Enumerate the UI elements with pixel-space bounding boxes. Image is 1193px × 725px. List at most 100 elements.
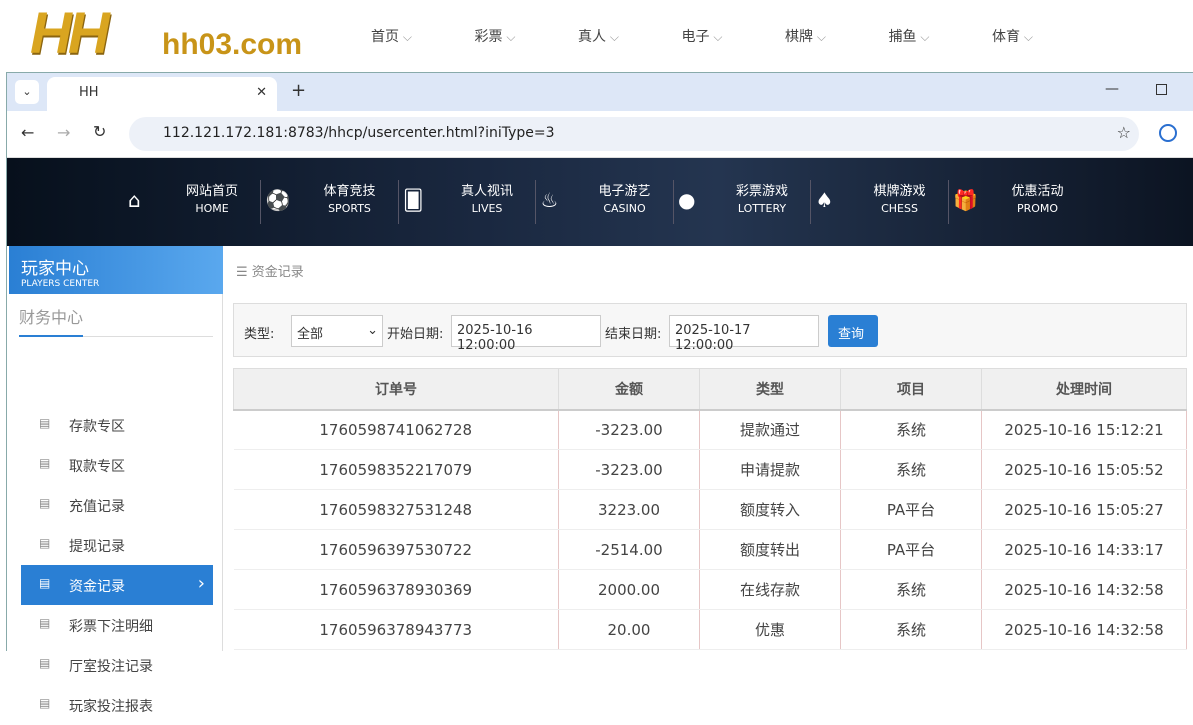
type-value: 全部: [297, 327, 324, 342]
section-title: 财务中心: [19, 308, 84, 337]
type-select[interactable]: 全部 ⌄: [291, 315, 383, 347]
site-nav-label: 电子游艺: [598, 184, 651, 199]
new-tab[interactable]: +: [291, 80, 307, 101]
site-nav-label: 真人视讯: [460, 184, 513, 199]
site-nav-icon: 🎁: [953, 188, 978, 212]
table-cell: 系统: [840, 409, 982, 450]
column-header: 类型: [699, 368, 841, 411]
site-nav-label: 体育竞技: [323, 184, 376, 199]
site-nav-sub: CHESS: [881, 202, 918, 215]
url[interactable]: 112.121.172.181:8783/hhcp/usercenter.htm…: [129, 117, 1139, 151]
table-cell: 提款通过: [699, 409, 841, 450]
table-row: 1760596397530722 -2514.00 额度转出 PA平台 2025-10-…: [233, 529, 1187, 570]
breadcrumb: ☰ 资金记录: [236, 265, 304, 280]
table-row: 1760596378930369 2000.00 在线存款 系统 2025-10-16 …: [233, 569, 1187, 610]
sidebar-item[interactable]: 彩票下注明细: [21, 605, 213, 645]
tab-title: HH: [79, 85, 99, 100]
start-input[interactable]: 2025-10-16 12:00:00: [451, 315, 601, 353]
top-nav-item[interactable]: 电子: [682, 26, 723, 46]
site-nav-item[interactable]: ♠ 棋牌游戏 CHESS: [812, 180, 949, 224]
site-nav-label: 网站首页: [185, 184, 238, 199]
sidebar-item[interactable]: 资金记录: [21, 565, 213, 605]
sidebar-item[interactable]: 存款专区: [21, 405, 213, 445]
site-nav-icon: ♨: [540, 188, 559, 212]
tab-menu[interactable]: ⌄: [15, 80, 39, 104]
bookmark[interactable]: ☆: [1116, 123, 1131, 142]
top-nav-item[interactable]: 体育: [992, 26, 1033, 46]
query-button[interactable]: 查询: [828, 315, 878, 347]
table-cell: 1760596378943773: [233, 609, 559, 650]
maximize[interactable]: [1156, 84, 1167, 95]
table-cell: 系统: [840, 449, 982, 490]
logo[interactable]: HH: [30, 1, 110, 66]
profile[interactable]: [1159, 124, 1177, 142]
table-cell: 1760598352217079: [233, 449, 559, 490]
table-cell: 2025-10-16 14:32:58: [981, 609, 1187, 650]
filter: 类型: 全部 ⌄ 开始日期: 2025-10-16 12:00:00 结束日期: …: [233, 303, 1187, 357]
table-cell: 2025-10-16 15:12:21: [981, 409, 1187, 450]
table-cell: 额度转入: [699, 489, 841, 530]
table-cell: 2025-10-16 15:05:27: [981, 489, 1187, 530]
top-nav-item[interactable]: 首页: [371, 26, 412, 46]
site-nav-sub: LOTTERY: [737, 202, 787, 215]
table-cell: 申请提款: [699, 449, 841, 490]
top-nav-item[interactable]: 真人: [578, 26, 619, 46]
end-label: 结束日期:: [605, 327, 662, 342]
minimize[interactable]: —: [1105, 81, 1119, 97]
table-cell: 系统: [840, 609, 982, 650]
site-nav-icon: 🂠: [403, 188, 424, 212]
table-cell: -2514.00: [558, 529, 700, 570]
site-nav-label: 彩票游戏: [735, 184, 788, 199]
sidebar-item[interactable]: 提现记录: [21, 525, 213, 565]
site-nav-item[interactable]: ⌂ 网站首页 HOME: [124, 180, 261, 224]
column-header: 订单号: [233, 368, 559, 411]
top-nav-item[interactable]: 棋牌: [785, 26, 826, 46]
site-nav-sub: HOME: [195, 202, 229, 215]
table-cell: 1760596378930369: [233, 569, 559, 610]
sidebar-item[interactable]: 充值记录: [21, 485, 213, 525]
page: HH hh03.com 首页 彩票 真人 电子 棋牌 捕鱼 体育 ⌄ HH ✕ + — ← →…: [0, 0, 1193, 651]
site-nav-icon: ●: [678, 188, 696, 212]
forward[interactable]: →: [57, 123, 71, 142]
table-row: 1760598327531248 3223.00 额度转入 PA平台 2025-10-1…: [233, 489, 1187, 530]
breadcrumb-text: 资金记录: [251, 265, 304, 280]
table-cell: 额度转出: [699, 529, 841, 570]
top-nav-item[interactable]: 彩票: [475, 26, 516, 46]
table-cell: 系统: [840, 569, 982, 610]
sidebar-item[interactable]: 取款专区: [21, 445, 213, 485]
site-nav-item[interactable]: ♨ 电子游艺 CASINO: [537, 180, 674, 224]
site-nav-item[interactable]: ● 彩票游戏 LOTTERY: [674, 180, 811, 224]
site-nav-sub: LIVES: [471, 202, 503, 215]
table-body: 1760598741062728 -3223.00 提款通过 系统 2025-10-16…: [233, 409, 1187, 650]
table-cell: PA平台: [840, 529, 982, 570]
tab-close[interactable]: ✕: [256, 85, 267, 100]
sidebar-item[interactable]: 厅室投注记录: [21, 645, 213, 685]
sidebar-header: 玩家中心 PLAYERS CENTER: [9, 246, 223, 294]
site-nav: ⌂ 网站首页 HOME ⚽ 体育竞技 SPORTS 🂠 真人视讯 LIVES ♨ 电子游艺 CASIN…: [7, 158, 1193, 246]
header-row: 订单号 金额 类型 项目 处理时间: [233, 368, 1187, 411]
end-input[interactable]: 2025-10-17 12:00:00: [669, 315, 819, 353]
top-nav-item[interactable]: 捕鱼: [889, 26, 930, 46]
start-label: 开始日期:: [387, 327, 444, 342]
sidebar-item[interactable]: 玩家投注报表: [21, 685, 213, 725]
table-cell: 在线存款: [699, 569, 841, 610]
back[interactable]: ←: [21, 123, 35, 142]
table-row: 1760598352217079 -3223.00 申请提款 系统 2025-10-16…: [233, 449, 1187, 490]
table-cell: PA平台: [840, 489, 982, 530]
site-nav-icon: ♠: [815, 188, 834, 212]
site-nav-item[interactable]: 🎁 优惠活动 PROMO: [949, 180, 1086, 224]
site-nav-sub: PROMO: [1016, 202, 1059, 215]
table-cell: 20.00: [558, 609, 700, 650]
sidebar-subtitle: PLAYERS CENTER: [21, 279, 100, 289]
site-nav-item[interactable]: ⚽ 体育竞技 SPORTS: [262, 180, 399, 224]
site-nav-label: 优惠活动: [1011, 184, 1064, 199]
domain: hh03.com: [162, 28, 303, 61]
table-cell: 1760598327531248: [233, 489, 559, 530]
table-cell: 1760596397530722: [233, 529, 559, 570]
table-cell: 2025-10-16 14:32:58: [981, 569, 1187, 610]
reload[interactable]: ↻: [93, 122, 107, 141]
type-label: 类型:: [244, 327, 275, 342]
tab[interactable]: HH ✕: [47, 77, 277, 111]
site-nav-item[interactable]: 🂠 真人视讯 LIVES: [399, 180, 536, 224]
table-cell: 2000.00: [558, 569, 700, 610]
